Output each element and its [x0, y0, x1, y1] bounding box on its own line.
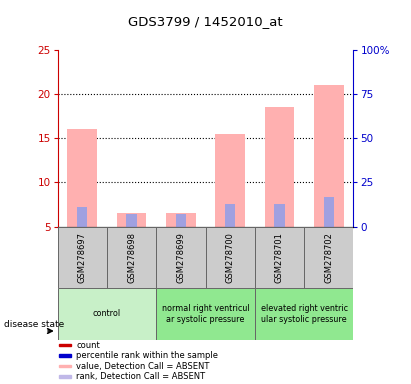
Text: GSM278700: GSM278700 — [226, 232, 235, 283]
Bar — [215, 134, 245, 227]
Text: GSM278702: GSM278702 — [324, 232, 333, 283]
Text: GSM278701: GSM278701 — [275, 232, 284, 283]
Bar — [77, 207, 88, 227]
Bar — [274, 205, 285, 227]
Text: count: count — [76, 341, 100, 349]
Bar — [156, 288, 255, 340]
Bar — [175, 214, 186, 227]
Bar — [265, 108, 294, 227]
Bar — [206, 227, 255, 288]
Bar — [314, 85, 344, 227]
Bar — [156, 227, 206, 288]
Bar — [126, 214, 137, 227]
Bar — [304, 227, 353, 288]
Bar — [59, 365, 71, 367]
Bar — [225, 205, 236, 227]
Text: GSM278697: GSM278697 — [78, 232, 87, 283]
Bar — [67, 129, 97, 227]
Bar — [117, 214, 146, 227]
Bar — [58, 227, 107, 288]
Bar — [58, 288, 156, 340]
Text: GDS3799 / 1452010_at: GDS3799 / 1452010_at — [128, 15, 283, 28]
Bar — [323, 197, 334, 227]
Bar — [59, 376, 71, 378]
Bar — [255, 227, 304, 288]
Text: rank, Detection Call = ABSENT: rank, Detection Call = ABSENT — [76, 372, 205, 381]
Bar — [255, 288, 353, 340]
Bar — [59, 354, 71, 357]
Text: disease state: disease state — [4, 320, 65, 329]
Bar — [107, 227, 156, 288]
Text: GSM278699: GSM278699 — [176, 232, 185, 283]
Bar — [166, 214, 196, 227]
Text: elevated right ventric
ular systolic pressure: elevated right ventric ular systolic pre… — [261, 304, 348, 324]
Text: value, Detection Call = ABSENT: value, Detection Call = ABSENT — [76, 362, 210, 371]
Text: percentile rank within the sample: percentile rank within the sample — [76, 351, 218, 360]
Text: GSM278698: GSM278698 — [127, 232, 136, 283]
Bar — [59, 344, 71, 346]
Text: control: control — [93, 310, 121, 318]
Text: normal right ventricul
ar systolic pressure: normal right ventricul ar systolic press… — [162, 304, 249, 324]
